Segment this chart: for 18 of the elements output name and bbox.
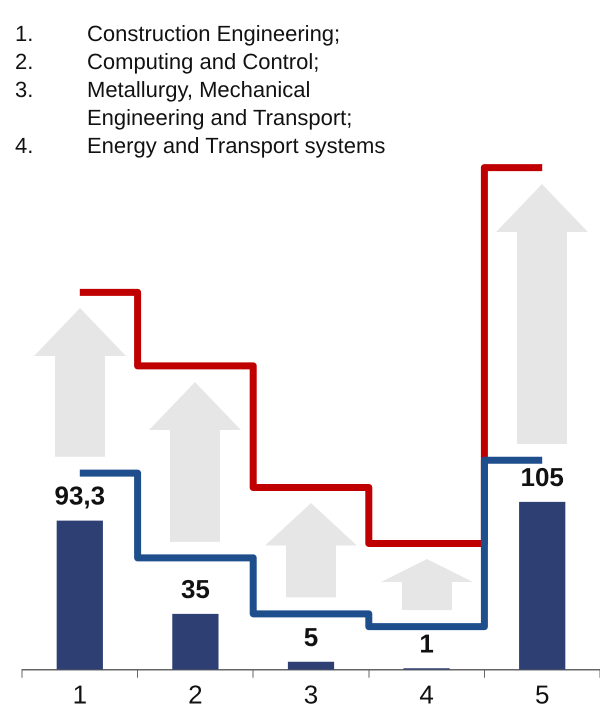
x-tick-label: 3 (304, 680, 318, 710)
data-label: 93,3 (54, 480, 106, 511)
x-tick-label: 4 (419, 680, 434, 710)
x-tick-label: 2 (188, 680, 203, 710)
text: 1. Construction Engineering; (15, 21, 340, 46)
bar (172, 614, 219, 670)
bar (56, 520, 103, 670)
bar (288, 662, 334, 670)
text: 2. Computing and Control; (15, 49, 320, 74)
data-label: 35 (180, 574, 210, 604)
x-tick-label: 5 (534, 680, 550, 710)
data-label: 105 (520, 462, 564, 492)
data-label: 1 (419, 628, 434, 658)
data-label: 5 (304, 622, 318, 652)
text: 4. Energy and Transport systems (15, 133, 386, 158)
x-tick-label: 1 (72, 680, 88, 710)
bar (519, 502, 566, 670)
text: 3. Metallurgy, Mechanical Engineering and Transport; (15, 77, 352, 130)
